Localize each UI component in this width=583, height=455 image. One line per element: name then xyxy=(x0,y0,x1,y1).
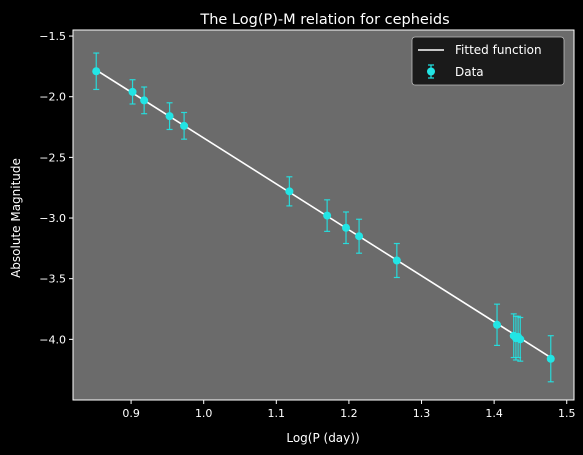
data-marker xyxy=(285,187,294,196)
data-point xyxy=(180,111,189,140)
y-tick-label: −4.0 xyxy=(39,333,66,346)
x-tick-label: 1.1 xyxy=(268,407,286,420)
data-point xyxy=(546,335,555,383)
data-point xyxy=(342,211,351,245)
data-point xyxy=(516,316,525,362)
data-marker xyxy=(140,96,149,105)
data-marker xyxy=(128,87,137,96)
data-marker xyxy=(180,121,189,130)
legend-fitted-function: Fitted function xyxy=(455,43,542,57)
data-point xyxy=(285,176,294,207)
y-tick-label: −3.5 xyxy=(39,273,66,286)
y-tick-label: −1.5 xyxy=(39,30,66,43)
data-point xyxy=(140,86,149,115)
chart-title: The Log(P)-M relation for cepheids xyxy=(199,12,449,28)
data-point xyxy=(165,102,174,131)
y-axis-label: Absolute Magnitude xyxy=(9,158,23,278)
data-point xyxy=(323,199,332,232)
plot-frame xyxy=(72,29,575,401)
chart-marks xyxy=(92,52,555,383)
data-marker xyxy=(165,112,174,121)
data-marker xyxy=(355,232,364,241)
y-axis-ticks: −1.5 −2.0 −2.5 −3.0 −3.5 −4.0 xyxy=(39,30,73,346)
data-point xyxy=(392,242,401,279)
x-tick-label: 1.5 xyxy=(558,407,576,420)
data-marker xyxy=(323,211,332,220)
data-point xyxy=(493,303,502,347)
x-tick-label: 1.3 xyxy=(413,407,431,420)
data-marker xyxy=(493,320,502,329)
data-marker xyxy=(516,335,525,344)
data-marker xyxy=(392,256,401,265)
x-tick-label: 1.0 xyxy=(195,407,213,420)
y-tick-label: −3.0 xyxy=(39,212,66,225)
legend: Fitted function Data xyxy=(411,36,565,86)
data-marker xyxy=(92,67,101,76)
data-point xyxy=(355,218,364,254)
data-marker xyxy=(342,223,351,232)
legend-marker-swatch xyxy=(427,64,435,79)
x-axis-label: Log(P (day)) xyxy=(286,431,359,445)
x-tick-label: 0.9 xyxy=(122,407,140,420)
x-tick-label: 1.2 xyxy=(340,407,358,420)
x-tick-label: 1.4 xyxy=(485,407,503,420)
data-point xyxy=(92,52,101,91)
y-tick-label: −2.0 xyxy=(39,91,66,104)
legend-box xyxy=(411,36,565,86)
data-point xyxy=(128,79,137,105)
x-axis-ticks: 0.9 1.0 1.1 1.2 1.3 1.4 1.5 xyxy=(122,400,575,420)
data-marker xyxy=(546,354,555,363)
legend-data: Data xyxy=(455,65,484,79)
y-tick-label: −2.5 xyxy=(39,151,66,164)
